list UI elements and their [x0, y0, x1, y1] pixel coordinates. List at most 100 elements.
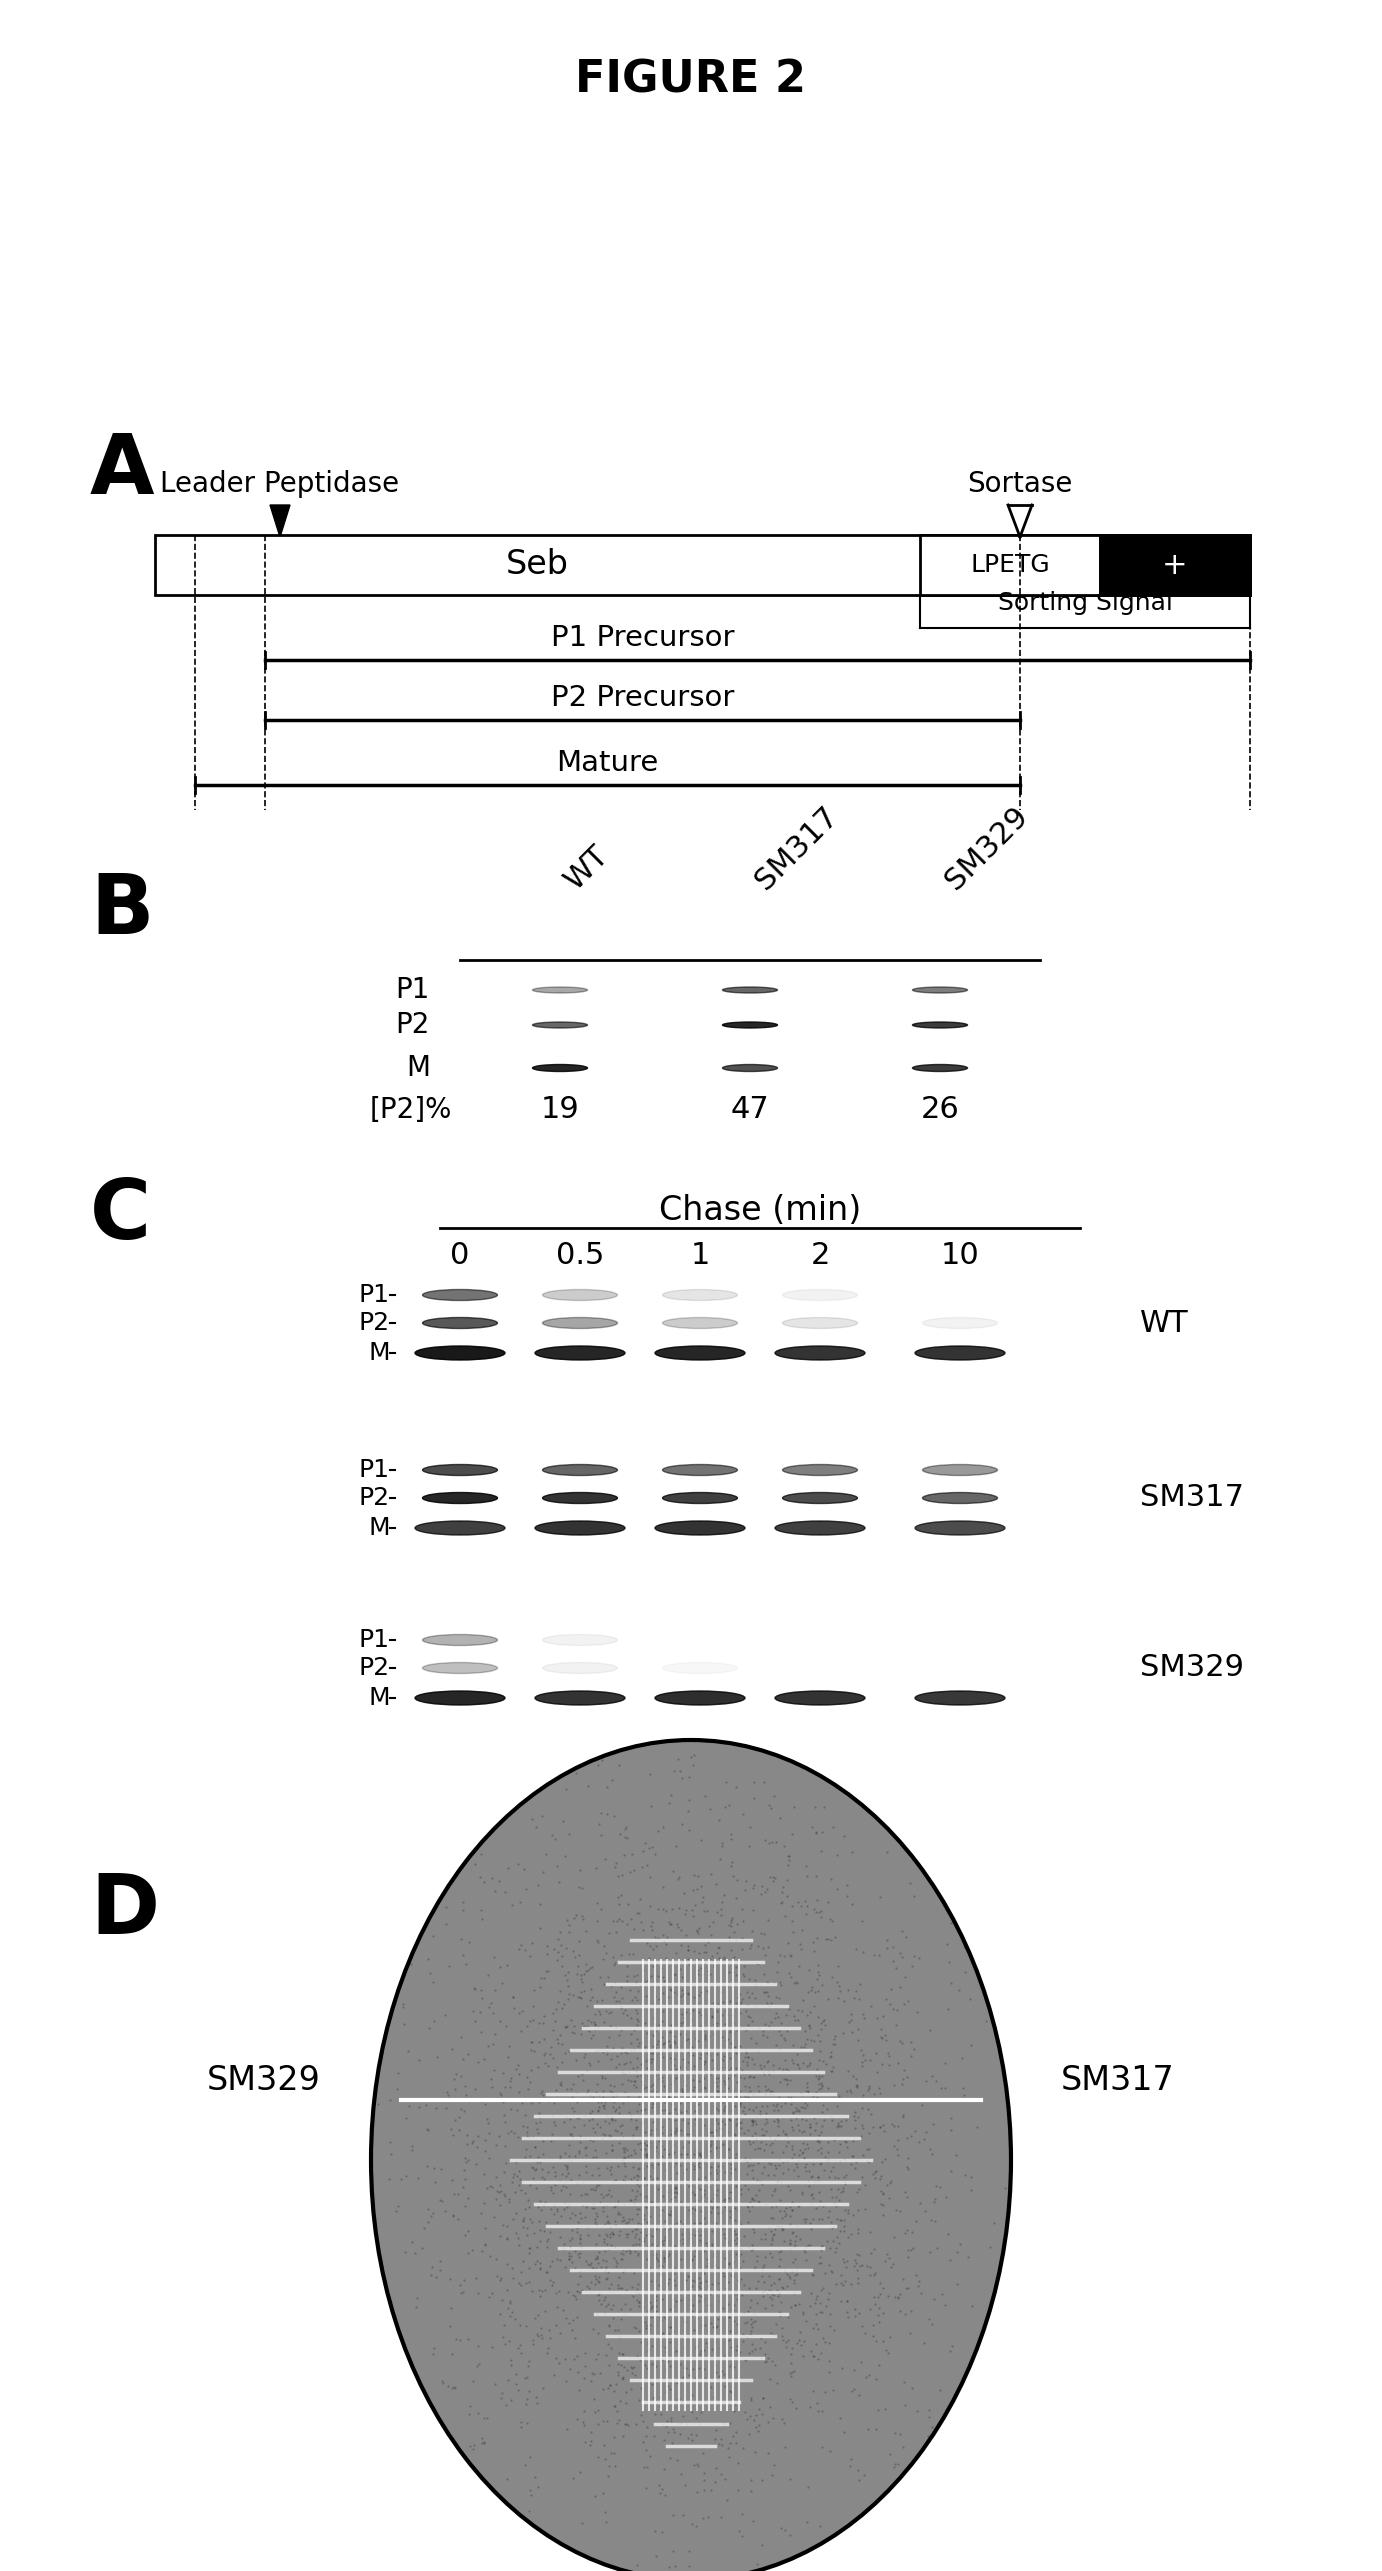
Point: [814, 2005, 836, 2047]
Point: [846, 2170, 868, 2211]
Point: [668, 2296, 690, 2337]
Point: [452, 2270, 474, 2311]
Point: [763, 2101, 785, 2142]
Point: [767, 2106, 789, 2147]
Point: [630, 2211, 652, 2252]
Point: [453, 2185, 475, 2226]
Point: [430, 2149, 452, 2190]
Point: [597, 2172, 619, 2214]
Point: [847, 2008, 869, 2049]
Point: [757, 2337, 779, 2378]
Point: [820, 2201, 842, 2242]
Point: [545, 2165, 567, 2206]
Point: [720, 1905, 742, 1946]
Point: [558, 1905, 580, 1946]
Point: [669, 2414, 691, 2455]
Point: [825, 2106, 847, 2147]
Point: [779, 1936, 802, 1977]
Point: [600, 1990, 622, 2031]
Point: [673, 1964, 695, 2005]
Point: [669, 2047, 691, 2088]
Point: [558, 1813, 580, 1854]
Point: [531, 1797, 553, 1838]
Point: [636, 2039, 658, 2080]
Point: [644, 1998, 666, 2039]
Point: [811, 2106, 833, 2147]
Point: [572, 2401, 594, 2442]
Point: [471, 1977, 493, 2018]
Point: [647, 2239, 669, 2280]
Point: [760, 2131, 782, 2172]
Point: [677, 2165, 699, 2206]
Point: [666, 2440, 688, 2481]
Point: [846, 2067, 868, 2108]
Point: [774, 2322, 796, 2363]
Point: [474, 2083, 496, 2124]
Point: [673, 2301, 695, 2342]
Point: [833, 2121, 855, 2162]
Point: [705, 2103, 727, 2144]
Point: [422, 2193, 444, 2234]
Point: [742, 2044, 764, 2085]
Point: [604, 2386, 626, 2427]
Point: [665, 1933, 687, 1975]
Point: [406, 2278, 428, 2319]
Point: [679, 2029, 701, 2070]
Point: [648, 2229, 670, 2270]
Point: [651, 2113, 673, 2154]
Point: [651, 2175, 673, 2216]
Point: [650, 2296, 672, 2337]
Point: [661, 1969, 683, 2011]
Point: [699, 2121, 721, 2162]
Point: [392, 1982, 415, 2023]
Point: [717, 2018, 739, 2059]
Point: [744, 1985, 766, 2026]
Point: [575, 2052, 597, 2093]
Point: [771, 1867, 793, 1908]
Point: [589, 2180, 611, 2221]
Point: [668, 2077, 690, 2119]
Point: [609, 2239, 632, 2280]
Point: [763, 1774, 785, 1815]
Point: [601, 2129, 623, 2170]
Point: [565, 2334, 587, 2376]
Point: [719, 1951, 741, 1993]
Point: [625, 1962, 647, 2003]
Point: [764, 1998, 786, 2039]
Point: [803, 1887, 825, 1928]
Point: [763, 2154, 785, 2196]
Text: Seb: Seb: [506, 548, 569, 581]
Point: [583, 2003, 605, 2044]
Point: [547, 1982, 569, 2023]
Point: [685, 1910, 708, 1951]
Point: [567, 1954, 589, 1995]
Point: [439, 2288, 462, 2329]
Point: [521, 1923, 543, 1964]
Point: [710, 1972, 732, 2013]
Ellipse shape: [923, 1494, 998, 1504]
Point: [730, 2175, 752, 2216]
Point: [807, 1969, 829, 2011]
Point: [651, 2340, 673, 2381]
Point: [773, 2049, 795, 2090]
Point: [782, 2350, 804, 2391]
Point: [650, 1949, 672, 1990]
Point: [546, 2273, 568, 2314]
Point: [532, 2003, 554, 2044]
Point: [808, 2031, 831, 2072]
Point: [466, 2257, 488, 2298]
Point: [597, 2095, 619, 2137]
Point: [560, 2237, 582, 2278]
Point: [470, 1890, 492, 1931]
Point: [625, 1990, 647, 2031]
Point: [871, 2142, 893, 2183]
Point: [761, 2278, 784, 2319]
Point: [503, 2113, 525, 2154]
Point: [782, 2090, 804, 2131]
Point: [594, 2101, 616, 2142]
Point: [514, 1869, 536, 1910]
Point: [618, 1933, 640, 1975]
Point: [662, 2059, 684, 2101]
Point: [936, 2178, 958, 2219]
Point: [474, 2224, 496, 2265]
